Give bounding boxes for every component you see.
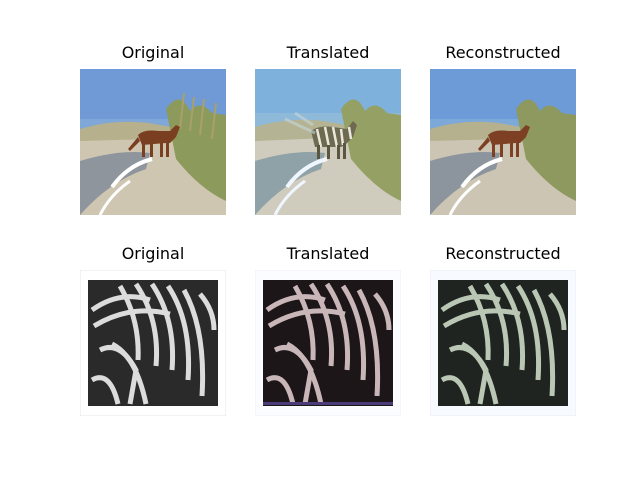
panel-title: Original: [121, 244, 185, 263]
panel-title: Original: [121, 43, 185, 62]
panel-title: Reconstructed: [445, 43, 561, 62]
panel-title: Reconstructed: [445, 244, 561, 263]
horse-beach-image: [80, 69, 226, 215]
zebra-closeup-image: [80, 270, 226, 416]
horse: [478, 125, 530, 157]
zebra-to-horse-image: [255, 270, 401, 416]
horse: [128, 125, 180, 157]
panel-title: Translated: [286, 43, 370, 62]
horse-reconstructed-image: [430, 69, 576, 215]
horse-to-zebra-image: [255, 69, 401, 215]
zebra-textured-horse: [311, 121, 357, 159]
zebra-reconstructed-image: [430, 270, 576, 416]
panel-title: Translated: [286, 244, 370, 263]
